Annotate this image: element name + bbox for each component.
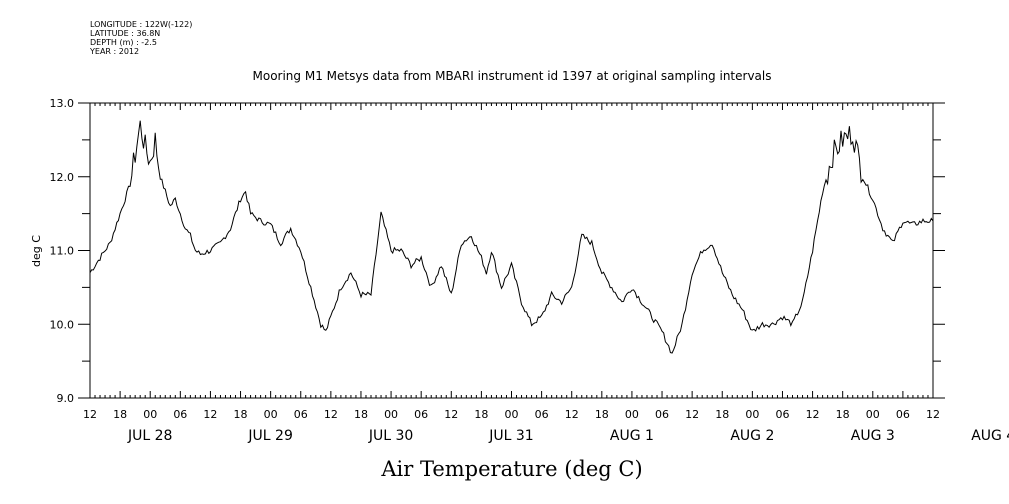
metadata-block: LONGITUDE : 122W(-122) LATITUDE : 36.8N … xyxy=(90,20,192,56)
x-hour-tick-label: 00 xyxy=(745,408,759,421)
x-day-label: JUL 31 xyxy=(488,428,533,444)
x-hour-tick-label: 18 xyxy=(836,408,850,421)
x-hour-tick-label: 18 xyxy=(113,408,127,421)
x-day-label: AUG 3 xyxy=(851,428,895,444)
x-hour-tick-label: 00 xyxy=(264,408,278,421)
axis-tick-labels: 12 18 00 06 12 18 00 06 12 18 00 06 12 18 00 06 12 18 00 06… xyxy=(50,97,1009,444)
x-hour-tick-label: 00 xyxy=(143,408,157,421)
x-hour-tick-label: 06 xyxy=(294,408,308,421)
x-hour-tick-label: 12 xyxy=(685,408,699,421)
x-hour-tick-label: 12 xyxy=(324,408,338,421)
x-hour-tick-label: 12 xyxy=(444,408,458,421)
air-temperature-series-line xyxy=(89,120,934,354)
x-axis-label: Air Temperature (deg C) xyxy=(380,457,642,481)
x-hour-tick-label: 00 xyxy=(505,408,519,421)
x-hour-tick-label: 18 xyxy=(595,408,609,421)
x-day-label: AUG 2 xyxy=(730,428,774,444)
x-hour-tick-label: 18 xyxy=(354,408,368,421)
y-tick-label: 9.0 xyxy=(57,392,75,405)
latitude-text: LATITUDE : 36.8N xyxy=(90,29,161,38)
chart-title: Mooring M1 Metsys data from MBARI instru… xyxy=(253,69,772,83)
y-tick-label: 13.0 xyxy=(50,97,75,110)
plot-frame xyxy=(89,102,934,399)
y-tick-label: 11.0 xyxy=(50,245,75,258)
y-axis-label: deg C xyxy=(30,235,43,267)
x-day-label: JUL 29 xyxy=(247,428,292,444)
x-hour-tick-label: 12 xyxy=(565,408,579,421)
axis-ticks xyxy=(78,102,945,399)
y-tick-label: 10.0 xyxy=(50,318,75,331)
x-hour-tick-label: 06 xyxy=(775,408,789,421)
x-day-label: AUG 1 xyxy=(610,428,654,444)
x-hour-tick-label: 06 xyxy=(655,408,669,421)
depth-text: DEPTH (m) : -2.5 xyxy=(90,38,157,47)
x-hour-tick-label: 12 xyxy=(203,408,217,421)
x-hour-tick-label: 00 xyxy=(625,408,639,421)
year-text: YEAR : 2012 xyxy=(90,47,140,56)
x-day-label: JUL 30 xyxy=(368,428,413,444)
x-hour-tick-label: 06 xyxy=(535,408,549,421)
x-hour-tick-label: 18 xyxy=(474,408,488,421)
x-day-label: AUG 4 xyxy=(971,428,1009,444)
x-hour-tick-label: 00 xyxy=(384,408,398,421)
x-hour-tick-label: 00 xyxy=(866,408,880,421)
x-hour-tick-label: 12 xyxy=(926,408,940,421)
x-hour-tick-label: 18 xyxy=(234,408,248,421)
longitude-text: LONGITUDE : 122W(-122) xyxy=(90,20,193,29)
x-hour-tick-label: 06 xyxy=(896,408,910,421)
x-hour-tick-label: 06 xyxy=(414,408,428,421)
x-hour-tick-label: 12 xyxy=(83,408,97,421)
x-hour-tick-label: 06 xyxy=(173,408,187,421)
y-tick-label: 12.0 xyxy=(50,171,75,184)
x-day-label: JUL 28 xyxy=(127,428,172,444)
x-hour-tick-label: 18 xyxy=(715,408,729,421)
x-hour-tick-label: 12 xyxy=(806,408,820,421)
